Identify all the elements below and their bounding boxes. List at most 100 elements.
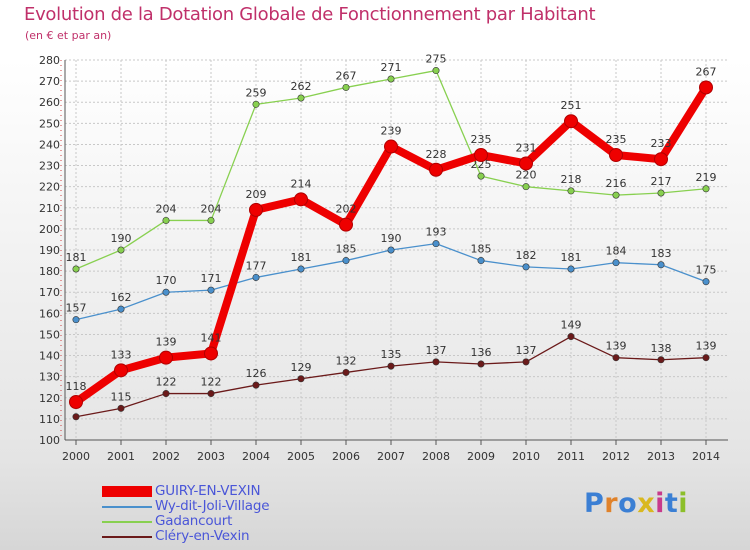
logo-letter: i: [678, 488, 689, 519]
legend-label: Gadancourt: [155, 513, 233, 529]
data-point: [477, 172, 485, 180]
data-point: [297, 375, 305, 383]
y-tick-label: 120: [39, 392, 60, 405]
data-point: [297, 265, 305, 273]
x-tick-label: 2010: [512, 450, 540, 463]
data-point: [612, 191, 620, 199]
legend-item-guiry: GUIRY-EN-VEXIN: [102, 483, 402, 499]
y-tick-label: 270: [39, 75, 60, 88]
legend-label: Cléry-en-Vexin: [155, 528, 250, 544]
data-label: 126: [246, 367, 267, 380]
data-point: [612, 354, 620, 362]
line-chart: 100 110 120 130 140 150 160 170 180 190 200 210 220 2…: [39, 53, 728, 463]
data-label: 185: [336, 243, 357, 256]
data-point: [702, 354, 710, 362]
data-point: [654, 152, 668, 167]
data-label: 190: [381, 232, 402, 245]
data-point: [522, 263, 530, 271]
data-point: [612, 259, 620, 267]
data-point: [342, 83, 350, 91]
y-tick-label: 210: [39, 202, 60, 215]
data-point: [207, 390, 215, 398]
y-tick-label: 220: [39, 181, 60, 194]
legend-item-wy-dit-joli-village: Wy-dit-Joli-Village: [102, 498, 402, 514]
y-tick-label: 130: [39, 371, 60, 384]
data-label: 235: [606, 133, 627, 146]
data-label: 122: [201, 376, 222, 389]
legend: GUIRY-EN-VEXIN Wy-dit-Joli-Village Gadan…: [102, 483, 402, 544]
data-point: [702, 185, 710, 193]
data-label: 118: [66, 380, 87, 393]
data-label: 139: [156, 336, 177, 349]
data-label: 220: [516, 169, 537, 182]
data-label: 139: [696, 340, 717, 353]
data-point: [207, 216, 215, 224]
data-point: [252, 100, 260, 108]
data-label: 162: [111, 291, 132, 304]
data-label: 181: [66, 251, 87, 264]
data-point: [567, 333, 575, 341]
data-label: 219: [696, 171, 717, 184]
data-point: [519, 156, 533, 171]
data-point: [114, 363, 128, 378]
data-point: [522, 358, 530, 366]
data-label: 132: [336, 354, 357, 367]
data-point: [387, 362, 395, 370]
data-label: 133: [111, 348, 132, 361]
data-label: 181: [561, 251, 582, 264]
data-point: [117, 404, 125, 412]
y-tick-label: 170: [39, 286, 60, 299]
x-tick-label: 2003: [197, 450, 225, 463]
legend-item-gadancourt: Gadancourt: [102, 513, 402, 529]
data-label: 267: [696, 65, 717, 78]
x-tick-label: 2004: [242, 450, 270, 463]
data-point: [342, 257, 350, 265]
legend-label: Wy-dit-Joli-Village: [155, 498, 270, 514]
data-point: [252, 381, 260, 389]
x-tick-label: 2008: [422, 450, 450, 463]
x-tick-label: 2001: [107, 450, 135, 463]
data-label: 267: [336, 69, 357, 82]
data-point: [339, 217, 353, 232]
data-label: 202: [336, 203, 357, 216]
data-label: 138: [651, 342, 672, 355]
data-label: 251: [561, 99, 582, 112]
data-label: 141: [201, 331, 222, 344]
data-point: [72, 316, 80, 324]
data-label: 209: [246, 188, 267, 201]
data-label: 157: [66, 302, 87, 315]
y-tick-label: 240: [39, 138, 60, 151]
data-label: 182: [516, 249, 537, 262]
x-tick-label: 2011: [557, 450, 585, 463]
data-point: [702, 278, 710, 286]
data-label: 115: [111, 390, 132, 403]
data-label: 184: [606, 245, 627, 258]
proxiti-logo: Proxiti: [584, 488, 688, 519]
y-tick-label: 200: [39, 223, 60, 236]
x-tick-label: 2000: [62, 450, 90, 463]
data-label: 218: [561, 173, 582, 186]
data-label: 271: [381, 61, 402, 74]
data-point: [474, 148, 488, 162]
y-tick-label: 280: [39, 54, 60, 67]
data-label: 214: [291, 177, 312, 190]
data-label: 259: [246, 86, 267, 99]
data-point: [162, 390, 170, 398]
y-tick-label: 140: [39, 350, 60, 363]
data-point: [567, 265, 575, 273]
data-point: [252, 273, 260, 281]
data-point: [477, 257, 485, 265]
data-point: [429, 162, 443, 177]
data-label: 139: [606, 340, 627, 353]
x-tick-label: 2007: [377, 450, 405, 463]
data-label: 171: [201, 272, 222, 285]
data-label: 216: [606, 177, 627, 190]
data-label: 233: [651, 137, 672, 150]
data-label: 129: [291, 361, 312, 374]
x-tick-label: 2009: [467, 450, 495, 463]
y-tick-label: 100: [39, 434, 60, 447]
data-label: 183: [651, 247, 672, 260]
data-point: [564, 114, 578, 129]
y-tick-label: 110: [39, 413, 60, 426]
data-point: [387, 246, 395, 254]
